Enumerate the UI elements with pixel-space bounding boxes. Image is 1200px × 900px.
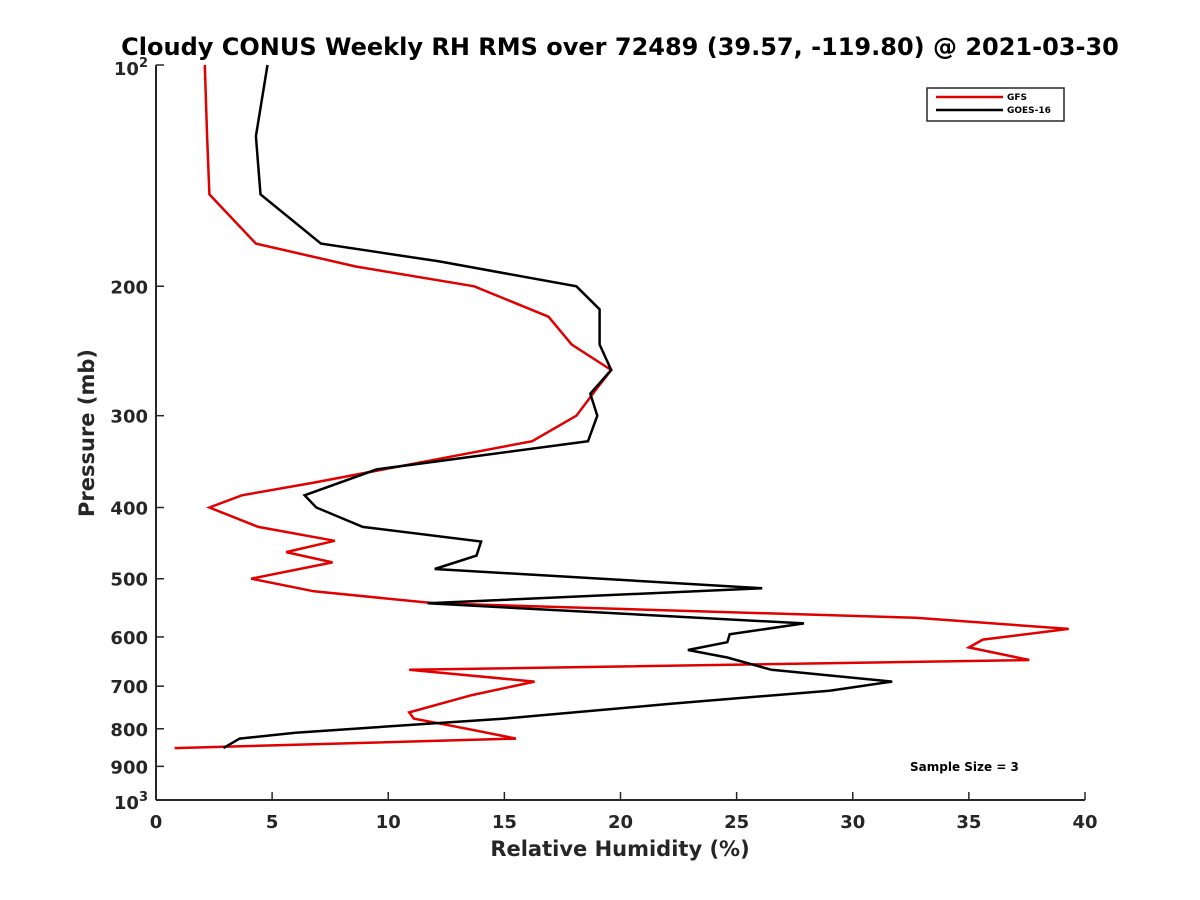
chart-title: Cloudy CONUS Weekly RH RMS over 72489 (3… (121, 33, 1119, 61)
legend-label-goes16: GOES-16 (1007, 106, 1051, 116)
legend: GFS GOES-16 (926, 87, 1065, 122)
y-tick-exp-100: 2 (139, 56, 148, 71)
x-tick-label: 35 (956, 812, 981, 833)
y-tick-label: 900 (110, 757, 148, 778)
y-tick-label: 600 (110, 628, 148, 649)
x-tick-label: 25 (724, 812, 749, 833)
plot-area: 0 5 10 15 20 25 30 35 40 200 300 400 500 600 700 800 90… (110, 64, 1098, 833)
x-tick-label: 15 (492, 812, 517, 833)
y-tick-base-1000: 10 (114, 793, 139, 814)
x-tick-label: 5 (266, 812, 279, 833)
x-tick-label: 20 (608, 812, 633, 833)
series-line-goes16 (222, 64, 893, 750)
y-tick-label: 800 (110, 720, 148, 741)
y-tick-label-1000: 103 (114, 790, 148, 814)
y-tick-exp-1000: 3 (139, 790, 148, 805)
x-tick-label: 40 (1072, 812, 1097, 833)
y-tick-base-100: 10 (114, 59, 139, 80)
y-tick-label: 400 (110, 499, 148, 520)
x-tick-label: 0 (150, 812, 163, 833)
y-tick-label: 500 (110, 570, 148, 591)
legend-label-gfs: GFS (1007, 93, 1027, 103)
y-ticks: 200 300 400 500 600 700 800 900 (110, 64, 164, 801)
x-axis-label: Relative Humidity (%) (490, 837, 749, 861)
y-axis-label: Pressure (mb) (75, 349, 99, 517)
y-tick-label: 700 (110, 677, 148, 698)
y-tick-label: 300 (110, 407, 148, 428)
y-tick-label: 200 (110, 277, 148, 298)
y-tick-label-100: 102 (114, 56, 148, 80)
series-line-gfs (174, 64, 1069, 750)
series-layer (174, 64, 1069, 750)
x-ticks: 0 5 10 15 20 25 30 35 40 (150, 792, 1098, 833)
x-tick-label: 10 (376, 812, 401, 833)
sample-size-annotation: Sample Size = 3 (910, 760, 1019, 774)
x-tick-label: 30 (840, 812, 865, 833)
legend-box (926, 87, 1065, 122)
